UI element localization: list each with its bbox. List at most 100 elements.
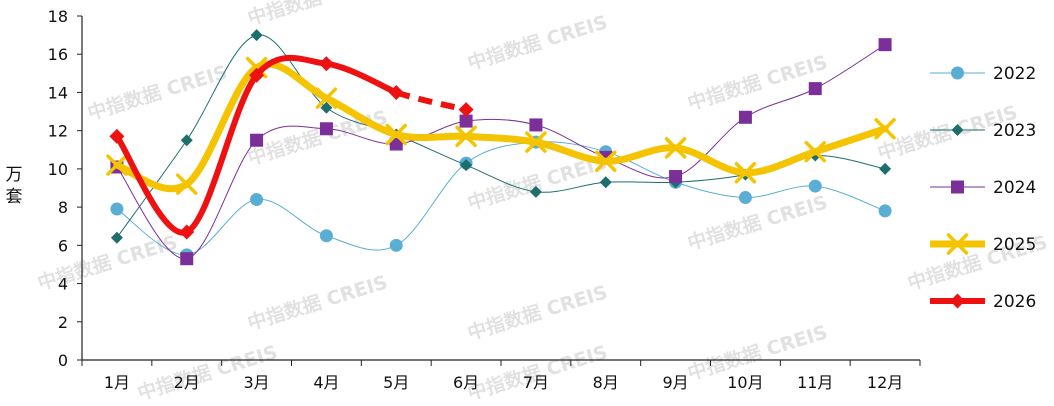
series-2025-point xyxy=(595,150,617,172)
series-2024 xyxy=(110,38,892,266)
y-tick-label: 18 xyxy=(48,7,68,26)
series-2024-point xyxy=(808,82,822,96)
watermark-text: 中指数据 CREIS xyxy=(245,105,390,169)
series-2023-point xyxy=(599,176,612,189)
y-tick-label: 16 xyxy=(48,45,68,64)
legend-label: 2025 xyxy=(993,235,1036,255)
x-ticks: 1月 2月 3月 4月 5月 6月 7月 8月 9月 10月 11月 12月 xyxy=(81,360,921,392)
y-tick-label: 6 xyxy=(58,236,68,255)
series-2023-point xyxy=(529,185,542,198)
x-tick-label: 6月 xyxy=(453,373,479,392)
watermark-text: 中指数据 CREIS xyxy=(35,230,180,294)
series-2025-point xyxy=(874,118,896,140)
series-2026-point xyxy=(249,67,265,83)
legend-swatch-marker xyxy=(951,124,964,136)
series-2024-point xyxy=(669,170,683,184)
series-2023-point xyxy=(879,162,892,175)
series-2026-line xyxy=(113,54,400,236)
series-2026 xyxy=(109,54,474,240)
legend-item-2025: 2025 xyxy=(930,233,1036,255)
series-2026-point xyxy=(458,102,474,118)
series-2022-point xyxy=(319,229,333,243)
y-ticks: 0 2 4 6 8 10 12 14 16 18 xyxy=(48,7,82,370)
series-2022-point xyxy=(250,192,264,206)
series-2023-point xyxy=(110,231,123,244)
series-2024-point xyxy=(180,252,194,266)
watermark-text: 中指数据 CREIS xyxy=(465,280,610,344)
series-2025-point xyxy=(734,161,757,184)
series-2023-point xyxy=(460,159,473,172)
series-2024-point xyxy=(319,122,333,136)
series-2025-point xyxy=(245,56,268,79)
x-tick-label: 5月 xyxy=(383,373,409,392)
series-2025 xyxy=(106,56,896,195)
series-2023-point xyxy=(250,29,263,42)
legend-label: 2026 xyxy=(993,292,1036,312)
series-2022-point xyxy=(808,179,822,193)
x-tick-label: 9月 xyxy=(662,373,688,392)
watermark-text: 中指数据 CREIS xyxy=(85,60,230,124)
series-2026-point xyxy=(388,84,404,100)
y-tick-label: 12 xyxy=(48,122,68,141)
series-2022-point xyxy=(738,191,752,205)
x-tick-label: 1月 xyxy=(104,373,130,392)
legend-item-2026: 2026 xyxy=(930,292,1036,312)
series-2026-point xyxy=(318,56,334,72)
y-tick-label: 2 xyxy=(58,313,68,332)
legend: 2022 2023 2024 2025 2026 xyxy=(930,64,1036,312)
x-tick-label: 2月 xyxy=(174,373,200,392)
watermark-text: 中指数据 CREIS xyxy=(245,0,390,30)
legend-swatch-marker xyxy=(951,66,964,80)
series-2022-point xyxy=(389,238,403,252)
series-2023-point xyxy=(320,101,333,114)
series-2023-point xyxy=(180,134,193,147)
series-2025-point xyxy=(804,140,826,163)
y-tick-label: 14 xyxy=(48,83,68,102)
x-tick-label: 3月 xyxy=(243,373,269,392)
y-tick-label: 8 xyxy=(58,198,68,217)
series-2024-point xyxy=(250,133,264,147)
legend-label: 2023 xyxy=(993,121,1036,141)
watermark-text: 中指数据 CREIS xyxy=(465,10,610,74)
series-2025-point xyxy=(525,131,547,153)
legend-item-2023: 2023 xyxy=(930,121,1036,141)
legend-label: 2024 xyxy=(993,178,1036,198)
series-2024-point xyxy=(459,114,473,128)
series-2024-point xyxy=(878,38,892,52)
x-tick-label: 12月 xyxy=(867,373,903,392)
series-2024-point xyxy=(389,137,403,151)
y-tick-label: 0 xyxy=(58,351,68,370)
watermark-text: 中指数据 CREIS xyxy=(685,190,830,254)
y-tick-label: 4 xyxy=(58,275,68,294)
series-2026-forecast-line xyxy=(395,89,467,113)
legend-swatch-marker xyxy=(951,180,964,194)
x-tick-label: 7月 xyxy=(523,373,549,392)
series-2026-point xyxy=(179,224,195,240)
x-tick-label: 4月 xyxy=(313,373,339,392)
series-2022-point xyxy=(878,204,892,218)
series-2025-point xyxy=(455,125,477,148)
series-layer xyxy=(106,29,896,266)
legend-item-2022: 2022 xyxy=(930,64,1036,84)
legend-label: 2022 xyxy=(993,64,1036,84)
y-axis-label: 万套 xyxy=(6,165,23,207)
series-2026-point xyxy=(109,128,125,144)
x-tick-label: 10月 xyxy=(727,373,763,392)
y-tick-label: 10 xyxy=(48,160,68,179)
x-tick-label: 8月 xyxy=(593,373,619,392)
legend-swatch-marker xyxy=(950,293,965,309)
x-tick-label: 11月 xyxy=(797,373,833,392)
series-2024-point xyxy=(738,110,752,124)
legend-item-2024: 2024 xyxy=(930,178,1036,198)
series-2025-point xyxy=(106,154,128,176)
watermark-text: 中指数据 CREIS xyxy=(685,50,830,114)
series-2025-point xyxy=(385,123,407,146)
series-2024-point xyxy=(529,118,543,132)
series-2025-point xyxy=(315,87,338,109)
series-2022-point xyxy=(110,202,124,216)
watermark-text: 中指数据 CREIS xyxy=(245,270,390,334)
series-2025-point xyxy=(664,137,687,159)
legend-swatch-marker xyxy=(946,233,969,255)
